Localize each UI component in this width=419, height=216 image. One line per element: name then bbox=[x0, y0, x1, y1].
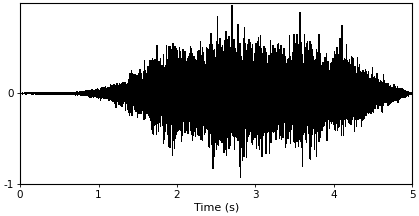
X-axis label: Time (s): Time (s) bbox=[194, 203, 239, 213]
